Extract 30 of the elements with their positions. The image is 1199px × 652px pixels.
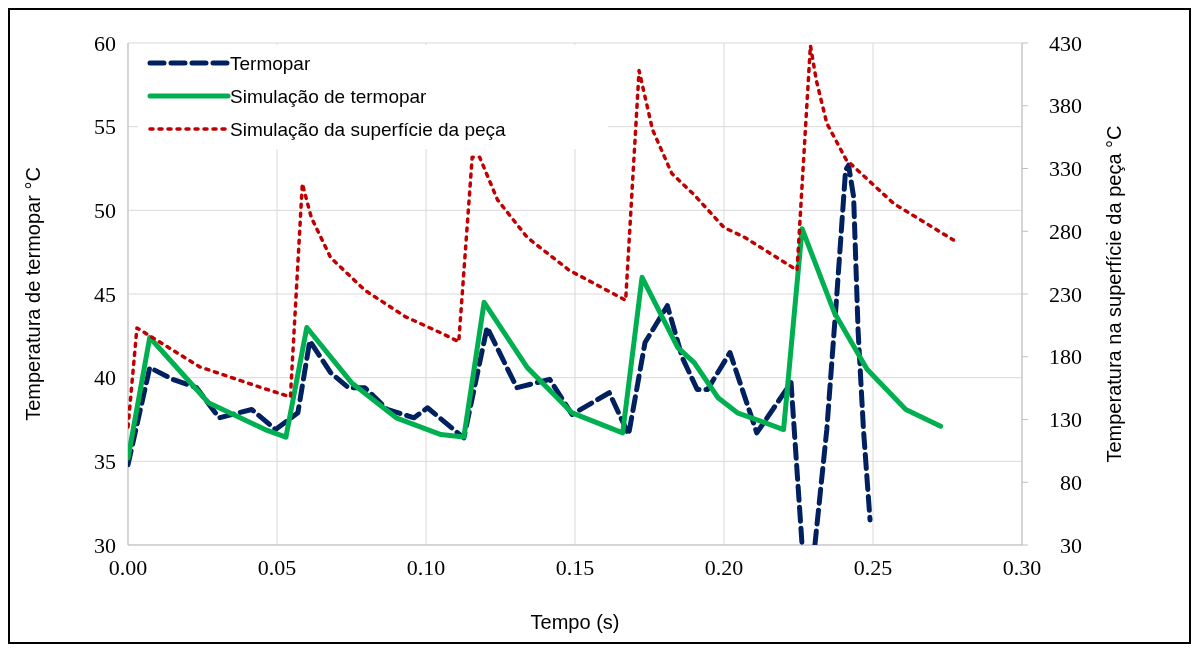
x-axis-title: Tempo (s) bbox=[530, 611, 620, 633]
y2-tick-label: 280 bbox=[1049, 218, 1082, 244]
y2-tick-label: 330 bbox=[1049, 156, 1082, 182]
x-tick-label: 0.00 bbox=[108, 555, 148, 580]
y-tick-label: 60 bbox=[94, 30, 116, 56]
y2-tick-label: 130 bbox=[1049, 407, 1082, 433]
y2-tick-label: 380 bbox=[1049, 93, 1082, 119]
legend-label: Termopar bbox=[230, 52, 311, 74]
y2-tick-label: 430 bbox=[1049, 30, 1082, 56]
x-tick-label: 0.05 bbox=[257, 555, 297, 580]
y2-axis-title: Temperatura na superfície da peça °C bbox=[1103, 125, 1125, 463]
y2-tick-label: 30 bbox=[1060, 532, 1082, 558]
x-tick-label: 0.10 bbox=[406, 555, 446, 580]
y2-tick-label: 230 bbox=[1049, 281, 1082, 307]
x-tick-label: 0.15 bbox=[555, 555, 595, 580]
y-tick-label: 55 bbox=[94, 114, 116, 140]
y-tick-label: 30 bbox=[94, 532, 116, 558]
y-tick-label: 35 bbox=[94, 449, 116, 475]
legend-label: Simulação de termopar bbox=[230, 85, 428, 107]
y-tick-label: 40 bbox=[94, 365, 116, 391]
y-axis-title: Temperatura de termopar °C bbox=[22, 167, 44, 421]
line-series bbox=[128, 43, 956, 429]
legend-label: Simulação da superfície da peça bbox=[230, 118, 507, 140]
y2-tick-label: 180 bbox=[1049, 344, 1082, 370]
y-tick-label: 45 bbox=[94, 281, 116, 307]
x-tick-label: 0.30 bbox=[1002, 555, 1042, 580]
x-tick-label: 0.25 bbox=[853, 555, 893, 580]
y2-tick-label: 80 bbox=[1060, 469, 1082, 495]
y-tick-label: 50 bbox=[94, 198, 116, 224]
x-tick-label: 0.20 bbox=[704, 555, 744, 580]
